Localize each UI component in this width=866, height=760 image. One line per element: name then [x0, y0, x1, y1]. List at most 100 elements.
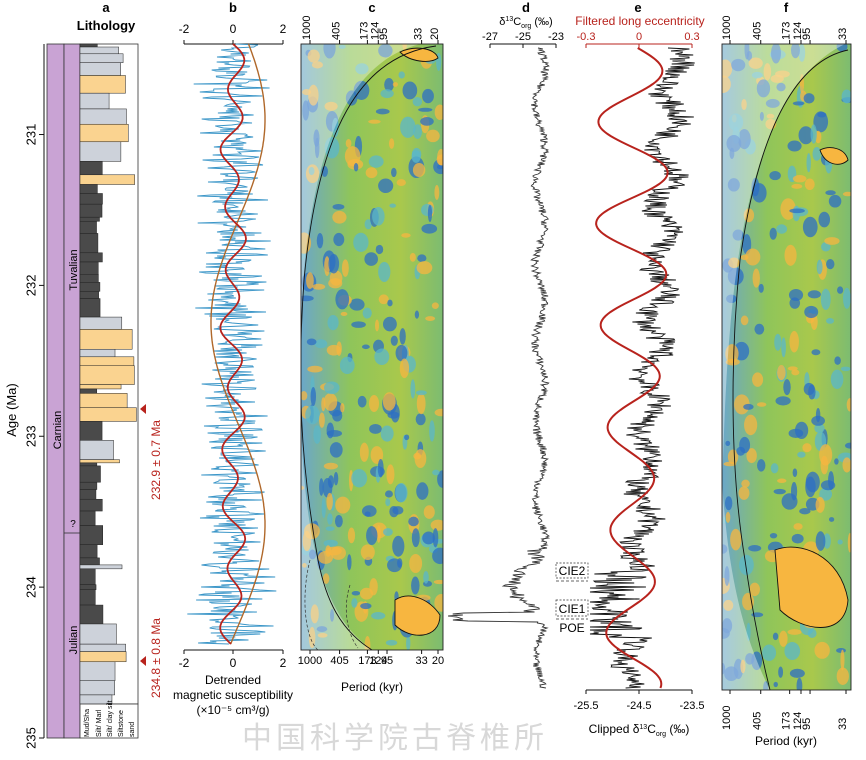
d-series — [448, 47, 551, 689]
c-power-spot-143 — [416, 392, 426, 415]
legend-mud: Mud/Sha — [84, 709, 91, 737]
c-power-spot-147 — [351, 598, 358, 608]
f-power-spot-60 — [722, 618, 733, 634]
c-power-spot-98 — [434, 104, 443, 120]
f-power-spot-172 — [789, 668, 805, 678]
lithology-legend: Mud/Sha Silt/ Marl Silt/ clay silt Silts… — [79, 700, 139, 739]
f-power-spot-38 — [814, 641, 830, 659]
c-power-spot-137 — [330, 608, 335, 622]
litho-bed-36 — [79, 465, 101, 483]
panel-e-letter: e — [634, 0, 641, 15]
d-tick-1: -25 — [515, 31, 531, 43]
c-top-period-label-5: 33 — [413, 28, 425, 40]
f-power-spot-208 — [804, 305, 819, 319]
c-power-spot-194 — [368, 155, 384, 168]
litho-bed-7 — [79, 123, 129, 143]
c-power-spot-228 — [361, 505, 377, 517]
c-power-spot-95 — [412, 96, 423, 107]
d-title: δ13Corg (‰) — [499, 16, 552, 30]
c-power-spot-241 — [374, 348, 390, 365]
f-power-spot-98 — [722, 59, 733, 78]
litho-bed-40 — [79, 510, 96, 526]
f-power-spot-143 — [723, 461, 737, 467]
f-power-spot-190 — [808, 384, 816, 400]
c-power-spot-253 — [353, 163, 359, 172]
f-power-spot-210 — [744, 44, 750, 60]
c-power-spot-219 — [304, 523, 320, 540]
c-power-spot-41 — [395, 482, 408, 503]
c-power-spot-7 — [347, 554, 352, 571]
f-power-spot-215 — [722, 662, 726, 675]
litho-bed-1 — [79, 46, 119, 55]
c-power-spot-220 — [385, 498, 391, 507]
c-power-spot-106 — [411, 150, 421, 163]
c-power-spot-238 — [301, 232, 312, 254]
f-power-spot-133 — [741, 99, 747, 111]
f-power-spot-56 — [792, 101, 805, 106]
c-power-spot-40 — [392, 535, 405, 557]
panel-b-letter: b — [229, 0, 237, 15]
f-power-spot-80 — [799, 508, 811, 515]
f-power-spot-37 — [806, 153, 811, 173]
c-power-spot-185 — [380, 425, 394, 442]
f-power-spot-51 — [816, 259, 823, 275]
f-power-spot-151 — [840, 366, 851, 372]
c-power-spot-110 — [414, 310, 420, 319]
b-xlabel-1: Detrended — [205, 673, 261, 687]
f-power-spot-207 — [732, 229, 744, 241]
f-power-spot-70 — [778, 666, 784, 678]
c-power-spot-227 — [360, 602, 372, 610]
litho-bed-3 — [79, 62, 121, 76]
c-power-spot-135 — [421, 223, 438, 234]
legend-siltstone: Siltstone — [118, 710, 125, 737]
c-power-spot-90 — [325, 526, 335, 531]
age-tick-label-1: 232 — [23, 275, 38, 297]
litho-bed-2 — [79, 53, 124, 63]
f-bottom-period-label-5: 33 — [837, 718, 849, 730]
e-bottom-tick-0: -25.5 — [573, 700, 598, 712]
c-power-spot-151 — [408, 516, 419, 527]
f-bottom-period-label-2: 173 — [781, 712, 793, 730]
e-bottom-tick-1: -24.5 — [626, 700, 651, 712]
f-top-period-label-3: 124 — [792, 22, 804, 40]
f-power-spot-81 — [727, 449, 739, 465]
f-power-spot-118 — [802, 443, 812, 453]
c-top-period-label-0: 1000 — [301, 16, 313, 40]
c-power-spot-148 — [360, 544, 375, 560]
c-power-spot-109 — [398, 71, 405, 79]
c-bottom-period-label-6: 20 — [432, 655, 444, 667]
event-poe: POE — [559, 621, 584, 635]
f-power-spot-49 — [787, 629, 802, 635]
f-power-spot-159 — [773, 488, 786, 495]
c-power-spot-170 — [351, 321, 366, 328]
c-power-spot-52 — [361, 344, 370, 350]
b-xlabel-unit: (×10⁻⁵ cm³/g) — [197, 703, 270, 717]
c-power-spot-59 — [425, 316, 436, 321]
f-power-spot-106 — [841, 89, 851, 104]
litho-bed-20 — [79, 282, 101, 292]
f-power-spot-61 — [791, 369, 800, 376]
f-power-spot-196 — [756, 402, 767, 407]
f-power-spot-114 — [820, 288, 831, 310]
f-power-spot-75 — [766, 113, 775, 119]
panel-d-d13c: d δ13Corg (‰) -27 -25 -23 — [448, 0, 564, 689]
f-power-spot-29 — [789, 330, 799, 353]
c-power-spot-37 — [402, 44, 407, 51]
f-power-spot-20 — [722, 544, 728, 554]
legend-silt-clay: Silt/ clay silt — [107, 700, 114, 737]
litho-bed-25 — [79, 349, 116, 358]
b-xlabel-2: magnetic susceptibility — [173, 688, 293, 702]
f-power-spot-127 — [758, 283, 764, 293]
c-power-spot-67 — [434, 408, 443, 417]
f-power-spot-10 — [780, 198, 796, 220]
c-bottom-period-label-0: 1000 — [298, 655, 322, 667]
c-power-spot-68 — [378, 261, 391, 282]
e-xlabel: Clipped δ13Corg (‰) — [589, 722, 690, 738]
litho-bed-8 — [79, 141, 122, 162]
c-top-period-label-3: 124 — [369, 22, 381, 40]
f-power-spot-164 — [807, 628, 817, 638]
f-power-spot-109 — [765, 98, 780, 108]
litho-bed-23 — [79, 316, 123, 330]
f-xlabel: Period (kyr) — [755, 734, 817, 748]
